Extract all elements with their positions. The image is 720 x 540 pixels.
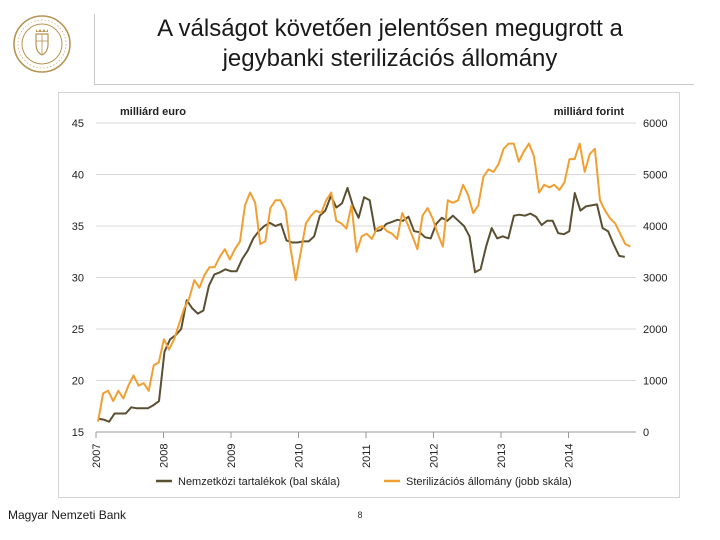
mnb-seal-logo: [13, 15, 71, 73]
series-line-sterilization: [97, 142, 631, 422]
slide-title-line-1: A válságot követően jelentősen megugrott…: [157, 15, 623, 42]
left-axis-label: milliárd euro: [120, 106, 186, 118]
right-tick-label: 6000: [643, 118, 667, 130]
header-divider-vertical: [94, 14, 95, 84]
x-tick-label: 2014: [564, 444, 576, 468]
x-tick-label: 2010: [294, 444, 306, 468]
left-tick-label: 15: [72, 427, 84, 439]
series-line-reserves: [97, 186, 625, 423]
right-tick-label: 5000: [643, 170, 667, 182]
x-tick-label: 2012: [429, 444, 441, 468]
slide-title-line-2: jegybanki sterilizációs állomány: [222, 45, 558, 72]
right-tick-label: 2000: [643, 324, 667, 336]
x-tick-label: 2008: [159, 444, 171, 468]
left-tick-label: 40: [72, 170, 84, 182]
footer-organization: Magyar Nemzeti Bank: [8, 508, 127, 522]
left-tick-label: 20: [72, 376, 84, 388]
slide-title: A válságot követően jelentősen megugrott…: [90, 14, 690, 74]
page-number: 8: [357, 510, 363, 520]
x-tick-label: 2011: [361, 444, 373, 468]
chart-frame: [58, 92, 680, 498]
legend-label: Nemzetközi tartalékok (bal skála): [178, 476, 340, 488]
line-chart: 15 20 25 30 35 40 45 0 1000 2000 3000 4000 5000 6000 m…: [72, 106, 668, 488]
right-tick-label: 0: [643, 427, 649, 439]
x-tick-label: 2009: [226, 444, 238, 468]
left-tick-label: 35: [72, 221, 84, 233]
x-tick-label: 2013: [496, 444, 508, 468]
right-tick-label: 4000: [643, 221, 667, 233]
right-tick-label: 1000: [643, 376, 667, 388]
left-tick-label: 30: [72, 273, 84, 285]
left-tick-label: 25: [72, 324, 84, 336]
right-axis-label: milliárd forint: [554, 106, 625, 118]
header-divider-horizontal: [94, 84, 694, 85]
right-tick-label: 3000: [643, 273, 667, 285]
legend-label: Sterilizációs állomány (jobb skála): [406, 476, 572, 488]
x-tick-label: 2007: [91, 444, 103, 468]
left-tick-label: 45: [72, 118, 84, 130]
